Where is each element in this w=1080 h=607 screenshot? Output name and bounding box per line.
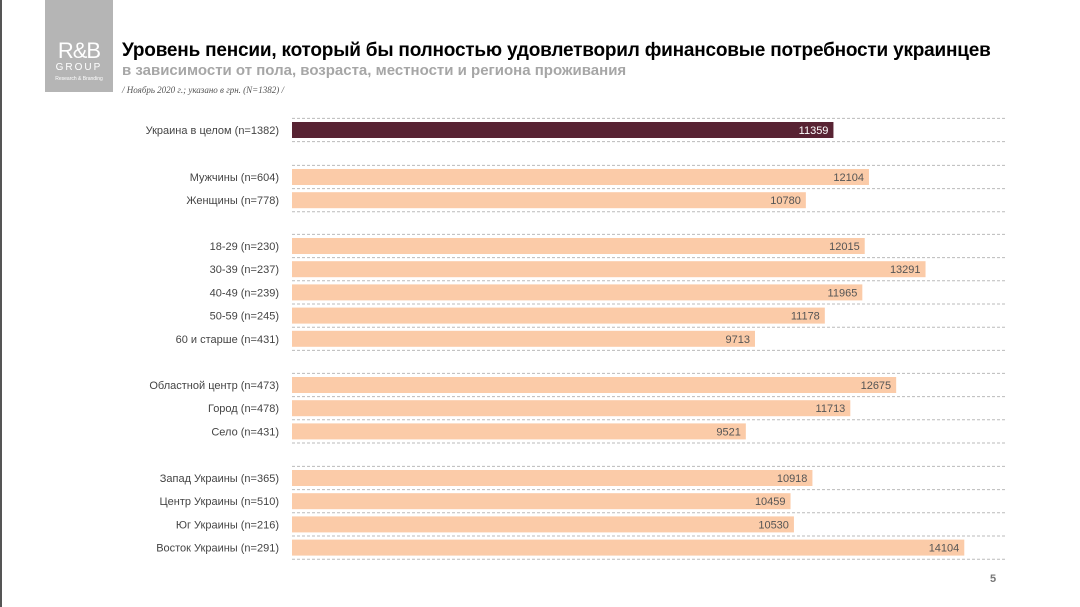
bar — [292, 238, 865, 254]
bar-value-label: 13291 — [890, 264, 921, 276]
category-label: Село (n=431) — [211, 426, 279, 438]
bar — [292, 169, 869, 185]
chart-note: / Ноябрь 2020 г.; указано в грн. (N=1382… — [122, 85, 284, 95]
logo-subtext: GROUP — [55, 62, 103, 73]
bar — [292, 423, 746, 440]
bar-value-label: 11965 — [828, 287, 858, 299]
bar-value-label: 10918 — [777, 473, 808, 485]
bar — [292, 192, 806, 209]
bar-value-label: 9521 — [716, 426, 740, 438]
slide-edge — [0, 0, 2, 607]
category-label: 40-49 (n=239) — [210, 287, 279, 299]
logo-tagline: Research & Branding — [55, 76, 103, 82]
logo-text: R&B — [57, 38, 101, 63]
bar-value-label: 11713 — [816, 403, 846, 415]
category-label: 60 и старше (n=431) — [176, 334, 279, 346]
bar — [292, 122, 834, 138]
bar-value-label: 11178 — [791, 311, 820, 323]
bar — [292, 377, 897, 393]
category-label: 50-59 (n=245) — [210, 311, 279, 323]
bar — [292, 284, 863, 301]
bar-value-label: 10530 — [758, 519, 789, 531]
bar-value-label: 10780 — [770, 195, 801, 207]
category-label: Областной центр (n=473) — [149, 380, 279, 392]
bar-value-label: 11359 — [799, 125, 829, 137]
chart-title: Уровень пенсии, который бы полностью удо… — [122, 40, 991, 61]
bar — [292, 307, 825, 324]
logo: R&B GROUP Research & Branding — [45, 0, 113, 92]
bar — [292, 470, 813, 486]
category-label: Центр Украины (n=510) — [160, 496, 280, 508]
bar — [292, 516, 794, 533]
category-label: Мужчины (n=604) — [190, 172, 279, 184]
bar — [292, 261, 926, 278]
category-label: 30-39 (n=237) — [210, 264, 279, 276]
bar-value-label: 12104 — [833, 172, 864, 184]
category-label: Украина в целом (n=1382) — [146, 125, 279, 137]
category-label: Юг Украины (n=216) — [176, 519, 279, 531]
bar-value-label: 9713 — [726, 334, 750, 346]
category-label: Женщины (n=778) — [186, 195, 279, 207]
category-label: Город (n=478) — [208, 403, 279, 415]
bar-value-label: 12015 — [829, 241, 860, 253]
bar — [292, 330, 755, 347]
chart-subtitle: в зависимости от пола, возраста, местнос… — [122, 62, 627, 79]
category-label: Запад Украины (n=365) — [160, 473, 279, 485]
bar — [292, 493, 791, 510]
category-label: 18-29 (n=230) — [210, 241, 279, 253]
category-label: Восток Украины (n=291) — [156, 543, 279, 555]
bar — [292, 400, 851, 417]
bar — [292, 539, 965, 556]
page-number: 5 — [990, 573, 997, 585]
bar-value-label: 12675 — [861, 380, 892, 392]
bar-value-label: 14104 — [929, 543, 960, 555]
bar-value-label: 10459 — [755, 496, 786, 508]
